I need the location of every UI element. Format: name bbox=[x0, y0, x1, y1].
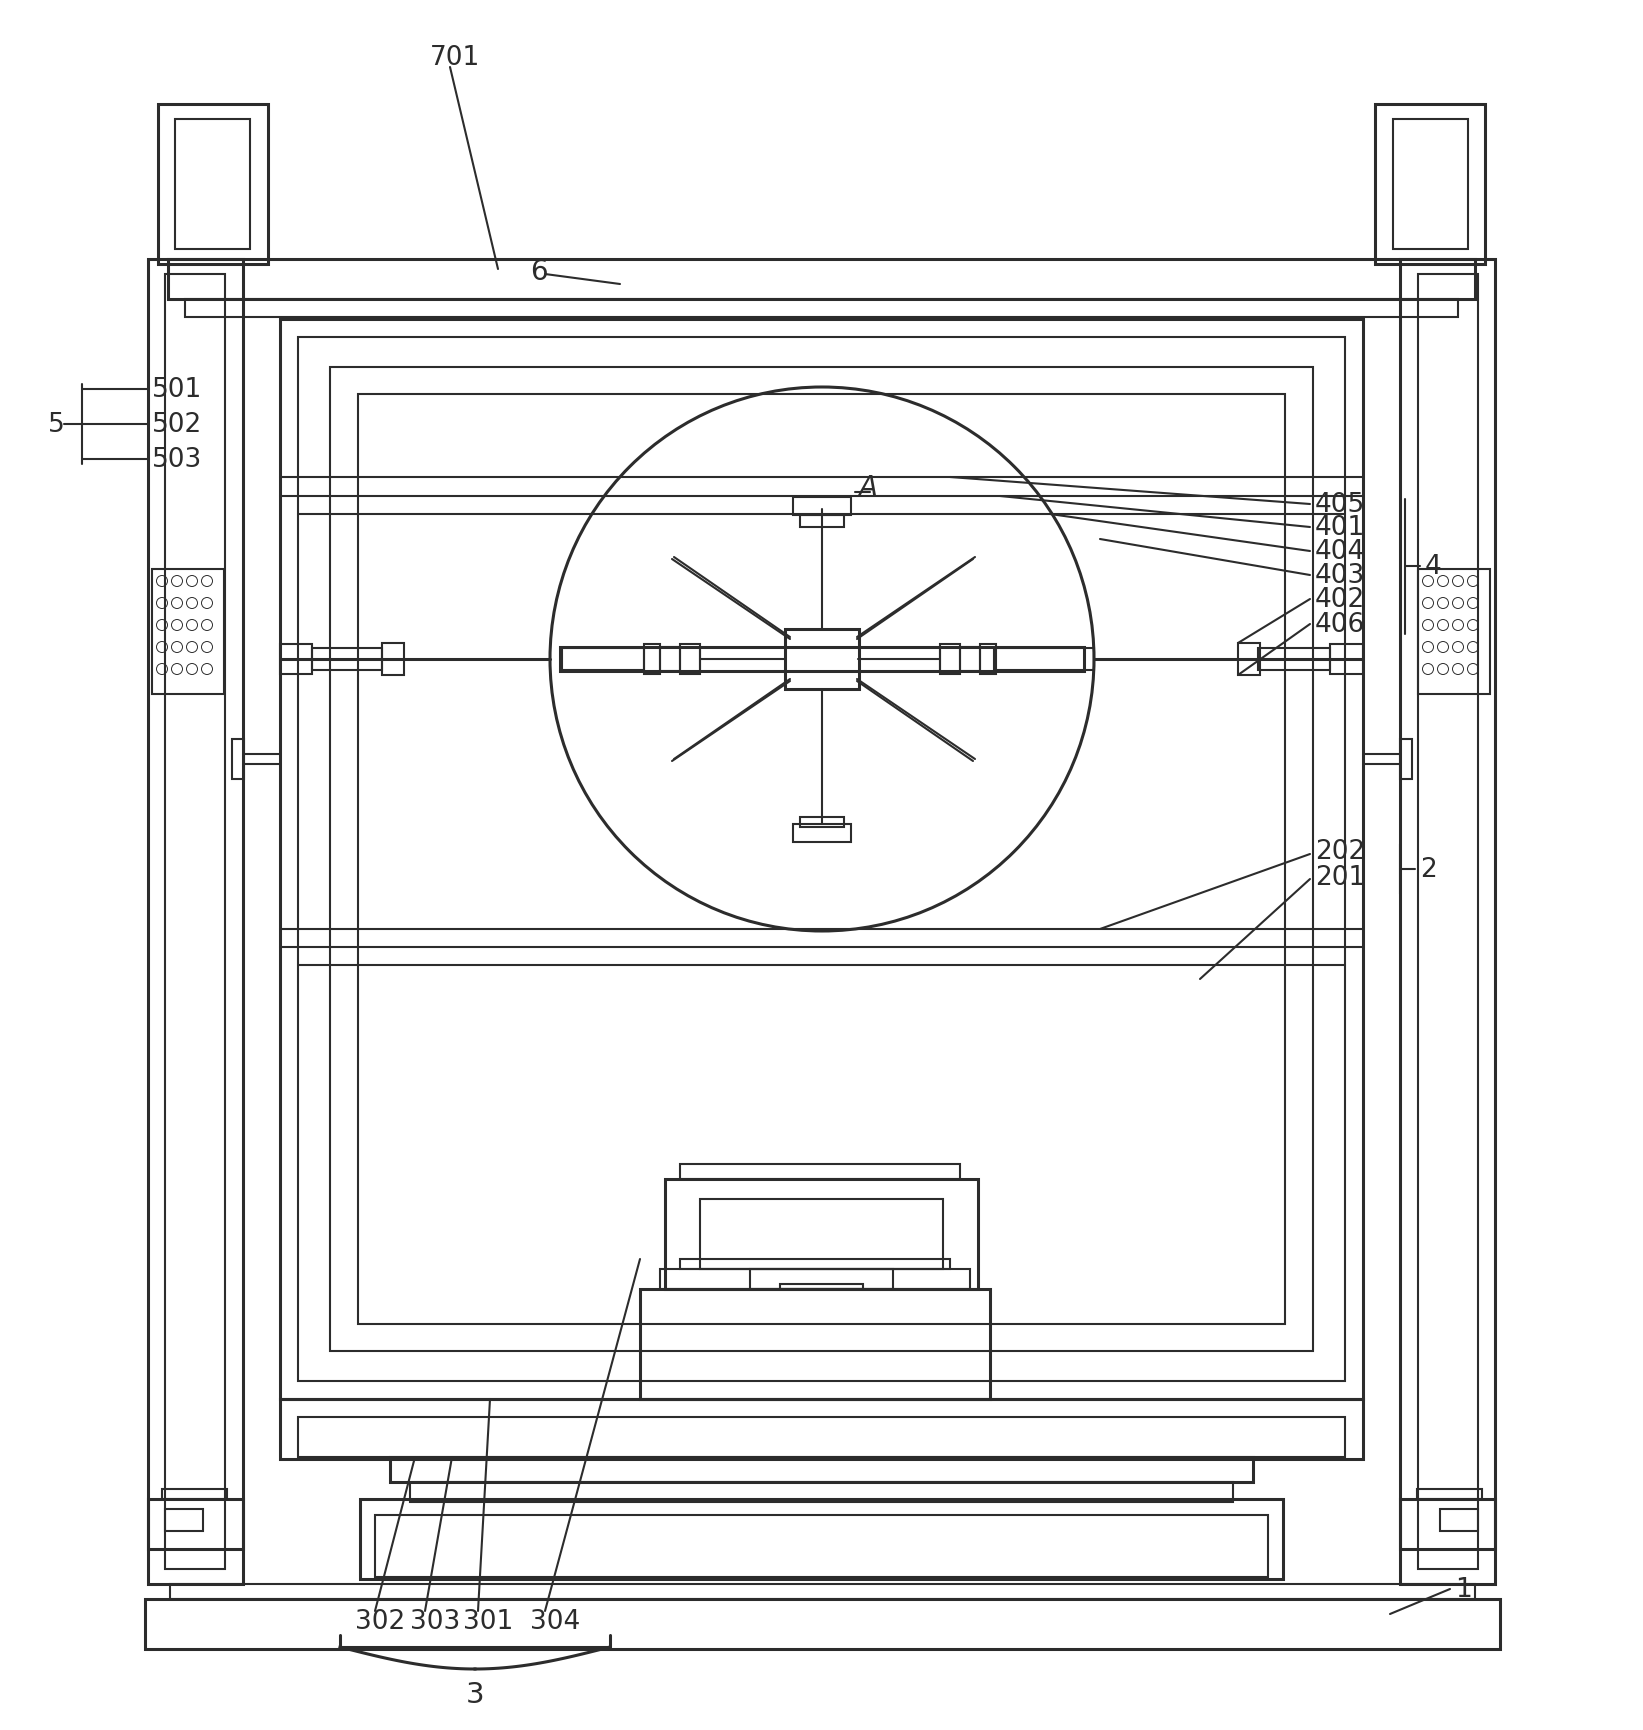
Bar bbox=[1393, 119, 1467, 249]
Bar bbox=[994, 649, 1094, 671]
Text: 502: 502 bbox=[153, 412, 202, 438]
Text: 405: 405 bbox=[1314, 491, 1365, 517]
Text: 701: 701 bbox=[430, 45, 480, 71]
Bar bbox=[940, 645, 960, 675]
Bar bbox=[1418, 275, 1479, 1569]
Text: 401: 401 bbox=[1314, 516, 1365, 541]
Bar bbox=[279, 645, 312, 675]
Bar bbox=[1329, 645, 1364, 675]
Text: 406: 406 bbox=[1314, 612, 1365, 638]
Bar bbox=[383, 644, 404, 676]
Bar bbox=[148, 260, 243, 1585]
Bar bbox=[785, 630, 859, 690]
Text: 404: 404 bbox=[1314, 538, 1365, 564]
Bar bbox=[176, 119, 250, 249]
Text: 402: 402 bbox=[1314, 586, 1365, 612]
Text: 503: 503 bbox=[153, 446, 202, 472]
Bar bbox=[158, 106, 268, 265]
Bar bbox=[794, 498, 851, 516]
Text: 1: 1 bbox=[1456, 1576, 1472, 1602]
Text: 3: 3 bbox=[465, 1680, 485, 1708]
Bar bbox=[562, 649, 644, 671]
Bar bbox=[794, 825, 851, 843]
Bar bbox=[660, 647, 680, 671]
Bar bbox=[297, 1417, 1346, 1457]
Bar bbox=[312, 649, 383, 671]
Bar bbox=[1400, 260, 1495, 1585]
Bar bbox=[644, 645, 660, 675]
Bar bbox=[1259, 649, 1329, 671]
Bar bbox=[1400, 1500, 1495, 1548]
Text: 202: 202 bbox=[1314, 839, 1365, 865]
Text: 303: 303 bbox=[411, 1609, 460, 1635]
Bar bbox=[186, 299, 1457, 318]
Bar bbox=[1418, 569, 1490, 695]
Bar bbox=[1375, 106, 1485, 265]
Bar bbox=[1400, 739, 1411, 780]
Bar bbox=[641, 1289, 991, 1400]
Bar bbox=[665, 1180, 978, 1289]
Bar bbox=[279, 1400, 1364, 1458]
Bar bbox=[153, 569, 223, 695]
Bar bbox=[1237, 644, 1260, 676]
Bar bbox=[375, 1515, 1268, 1578]
Bar bbox=[680, 1259, 950, 1270]
Bar bbox=[389, 1457, 1254, 1483]
Bar bbox=[163, 1490, 227, 1500]
Bar bbox=[330, 368, 1313, 1351]
Text: 304: 304 bbox=[531, 1609, 580, 1635]
Text: 4: 4 bbox=[1424, 554, 1443, 580]
Text: 403: 403 bbox=[1314, 562, 1365, 588]
Bar bbox=[169, 1585, 1475, 1599]
Text: 301: 301 bbox=[463, 1609, 513, 1635]
Text: 201: 201 bbox=[1314, 865, 1365, 891]
Bar bbox=[164, 275, 225, 1569]
Bar bbox=[800, 516, 845, 528]
Bar bbox=[680, 645, 700, 675]
Bar bbox=[232, 739, 245, 780]
Bar bbox=[145, 1599, 1500, 1649]
Bar bbox=[1416, 1490, 1482, 1500]
Text: 2: 2 bbox=[1420, 856, 1436, 882]
Bar bbox=[1439, 1509, 1479, 1531]
Bar bbox=[164, 1509, 204, 1531]
Bar bbox=[279, 320, 1364, 1400]
Bar bbox=[800, 818, 845, 827]
Bar bbox=[560, 647, 1084, 671]
Text: A: A bbox=[858, 474, 877, 502]
Bar bbox=[297, 337, 1346, 1381]
Text: 501: 501 bbox=[153, 377, 202, 403]
Bar bbox=[960, 647, 979, 671]
Bar bbox=[660, 1270, 969, 1289]
Text: 302: 302 bbox=[355, 1609, 406, 1635]
Bar bbox=[360, 1500, 1283, 1579]
Bar bbox=[780, 1284, 863, 1289]
Text: 5: 5 bbox=[48, 412, 64, 438]
Bar bbox=[749, 1270, 894, 1289]
Bar bbox=[168, 260, 1475, 299]
Bar bbox=[700, 1199, 943, 1270]
Bar bbox=[358, 394, 1285, 1323]
Text: 6: 6 bbox=[531, 258, 547, 285]
Bar bbox=[680, 1164, 960, 1180]
Bar bbox=[411, 1483, 1232, 1502]
Bar bbox=[979, 645, 996, 675]
Bar bbox=[148, 1500, 243, 1548]
